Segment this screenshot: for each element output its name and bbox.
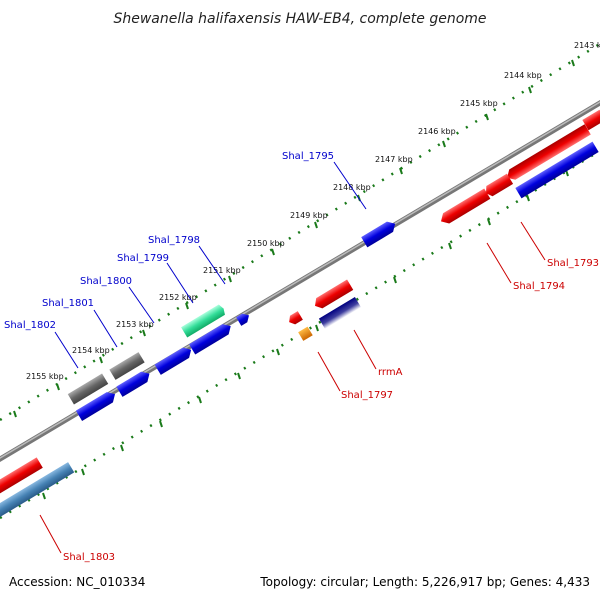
gene-blue-d[interactable] [75,389,118,421]
red-leader-lines [39,221,546,554]
label-rrma: rrmA [378,367,403,378]
label-shal-1803: Shal_1803 [63,552,115,563]
label-shal-1798: Shal_1798 [148,235,200,246]
blue-leader-lines [54,161,367,369]
inner-tick-line [0,150,599,520]
label-shal-1793: Shal_1793 [547,258,599,269]
label-shal-1802: Shal_1802 [4,320,56,331]
tick-label-2146: 2146 kbp [418,127,456,136]
gene-shal-1794-b[interactable] [438,188,491,226]
label-shal-1800: Shal_1800 [80,276,132,287]
gene-small-blue[interactable] [236,311,251,326]
tick-label-2147: 2147 kbp [375,155,413,164]
tick-label-2155: 2155 kbp [26,372,64,381]
tick-label-2151: 2151 kbp [203,266,241,275]
tick-label-2153: 2153 kbp [116,320,154,329]
gene-shal-1793[interactable] [515,141,599,199]
gene-shal-1798[interactable] [181,303,227,338]
label-shal-1797: Shal_1797 [341,390,393,401]
tick-label-2154: 2154 kbp [72,346,110,355]
tick-label-2145: 2145 kbp [460,99,498,108]
label-shal-1795: Shal_1795 [282,151,334,162]
accession-text: Accession: NC_010334 [9,575,145,589]
outer-major-ticks [13,59,575,418]
gene-rrma-red[interactable] [312,279,354,311]
label-shal-1794: Shal_1794 [513,281,565,292]
gene-shal-1801[interactable] [109,352,145,380]
gene-shal-1799[interactable] [189,321,234,355]
gene-small-red[interactable] [287,311,303,326]
label-shal-1801: Shal_1801 [42,298,94,309]
gene-shal-1803[interactable] [0,462,75,522]
gene-shal-1800[interactable] [154,345,195,375]
tick-label-2143: 2143 kbp [574,41,600,50]
gene-shal-1797[interactable] [298,326,313,341]
label-shal-1799: Shal_1799 [117,253,169,264]
gene-shal-1802[interactable] [67,373,109,405]
gene-red-top-right[interactable] [504,124,591,183]
tick-label-2144: 2144 kbp [504,71,542,80]
inner-major-ticks [42,169,569,500]
map-title: Shewanella halifaxensis HAW-EB4, complet… [113,11,486,27]
tick-label-2149: 2149 kbp [290,211,328,220]
gene-red-left[interactable] [0,457,43,499]
gene-blue-c[interactable] [116,369,152,397]
gene-rrma[interactable] [318,297,362,329]
topology-text: Topology: circular; Length: 5,226,917 bp… [259,575,590,589]
outer-tick-line [0,43,599,422]
gene-shal-1795[interactable] [361,219,398,248]
tick-label-2150: 2150 kbp [247,239,285,248]
tick-label-2152: 2152 kbp [159,293,197,302]
gene-shal-1794[interactable] [483,173,514,199]
